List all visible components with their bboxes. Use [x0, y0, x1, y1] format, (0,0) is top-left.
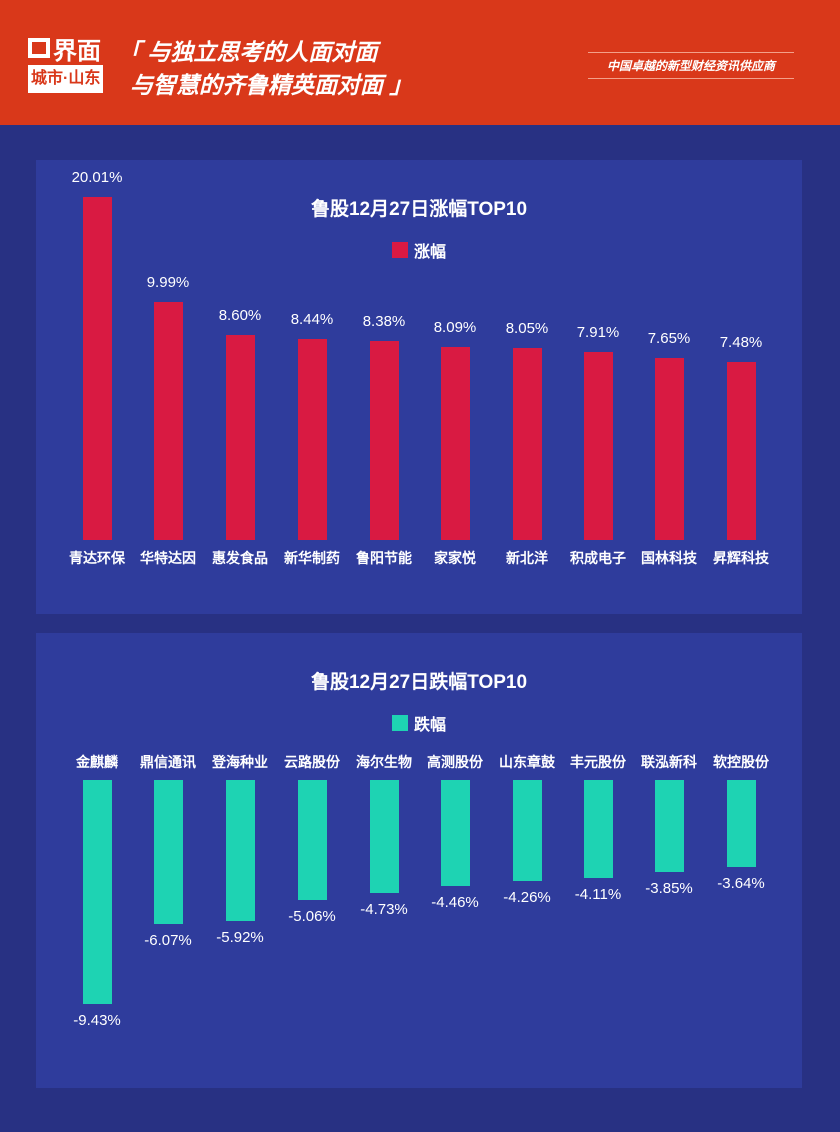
x-tick-label: 海尔生物 [356, 754, 412, 770]
bar [654, 780, 684, 872]
data-label: 8.09% [433, 319, 477, 337]
legend-swatch [391, 715, 408, 731]
data-label: -6.07% [144, 932, 192, 950]
legend-label: 涨幅 [413, 244, 446, 261]
x-tick-label: 软控股份 [713, 754, 769, 770]
x-tick-label: 云路股份 [284, 754, 340, 770]
x-tick-label: 高测股份 [427, 754, 483, 770]
data-label: 8.38% [362, 312, 406, 330]
data-label: 8.44% [290, 311, 334, 329]
data-label: -5.06% [288, 908, 336, 926]
data-label: -3.85% [645, 879, 693, 897]
data-label: -4.46% [431, 894, 479, 912]
bar [153, 302, 183, 540]
logo-sub: 城市·山东 [28, 65, 104, 93]
legend-label: 跌幅 [413, 717, 446, 734]
bar [297, 339, 327, 540]
gainers-chart-panel: 鲁股12月27日涨幅TOP10 涨幅 20.01% 青达环保 9.99% 华特达因 8.… [36, 160, 802, 614]
slogan-line1: 「 与独立思考的人面对面 [118, 39, 378, 65]
legend-swatch [391, 242, 408, 258]
x-tick-label: 国林科技 [641, 550, 697, 566]
data-label: -4.26% [503, 889, 551, 907]
bar [654, 357, 684, 540]
logo-main: 界面 [53, 37, 101, 65]
x-tick-label: 联泓新科 [641, 754, 697, 770]
x-tick-label: 家家悦 [434, 550, 476, 566]
chart-legend: 跌幅 [36, 711, 802, 735]
data-label: -4.11% [574, 885, 622, 903]
data-label: 8.60% [218, 307, 262, 325]
bar [153, 780, 183, 925]
x-tick-label: 金麒麟 [76, 754, 118, 770]
x-tick-label: 惠发食品 [212, 550, 268, 566]
bar [583, 780, 613, 878]
data-label: 7.65% [647, 329, 691, 347]
bar [82, 780, 112, 1005]
bar [440, 347, 470, 540]
jiemian-logo: 界面 城市·山东 [28, 34, 108, 96]
bar [726, 361, 756, 540]
data-label: -9.43% [73, 1012, 121, 1030]
bar [726, 780, 756, 867]
chart-legend: 涨幅 [36, 238, 802, 262]
x-tick-label: 昇辉科技 [713, 550, 769, 566]
x-tick-label: 山东章鼓 [499, 754, 555, 770]
bar [512, 348, 542, 540]
x-tick-label: 登海种业 [212, 754, 268, 770]
bar [297, 780, 327, 901]
tagline: 中国卓越的新型财经资讯供应商 [588, 52, 794, 79]
chart-title: 鲁股12月27日涨幅TOP10 [310, 199, 528, 220]
data-label: -4.73% [360, 900, 408, 918]
bar [225, 335, 255, 540]
x-tick-label: 华特达因 [140, 550, 196, 566]
data-label: -5.92% [216, 928, 264, 946]
x-tick-label: 积成电子 [570, 550, 626, 566]
chart-title: 鲁股12月27日跌幅TOP10 [310, 672, 528, 693]
x-tick-label: 丰元股份 [570, 754, 626, 770]
bar [512, 780, 542, 882]
slogan-line2: 与智慧的齐鲁精英面对面 」 [130, 72, 413, 98]
losers-chart-panel: 鲁股12月27日跌幅TOP10 跌幅 -9.43% 金麒麟 -6.07% 鼎信通讯 -5… [36, 633, 802, 1088]
x-tick-label: 鲁阳节能 [356, 550, 412, 566]
bar [369, 340, 399, 540]
slogan: 「 与独立思考的人面对面 与智慧的齐鲁精英面对面 」 [118, 36, 412, 102]
header-banner: 界面 城市·山东 「 与独立思考的人面对面 与智慧的齐鲁精英面对面 」 中国卓越… [0, 0, 840, 125]
logo-frame-icon [28, 38, 50, 58]
bar [440, 780, 470, 887]
bar [583, 351, 613, 540]
bar [225, 780, 255, 921]
bar [82, 197, 112, 540]
x-tick-label: 青达环保 [69, 550, 125, 566]
data-label: 7.91% [576, 323, 620, 341]
bar [369, 780, 399, 893]
x-tick-label: 新北洋 [506, 550, 548, 566]
data-label: 7.48% [719, 333, 763, 351]
x-tick-label: 鼎信通讯 [140, 754, 196, 770]
data-label: 20.01% [71, 169, 123, 186]
data-label: 8.05% [505, 320, 549, 338]
data-label: -3.64% [717, 874, 765, 892]
data-label: 9.99% [146, 274, 190, 292]
x-tick-label: 新华制药 [284, 550, 340, 566]
